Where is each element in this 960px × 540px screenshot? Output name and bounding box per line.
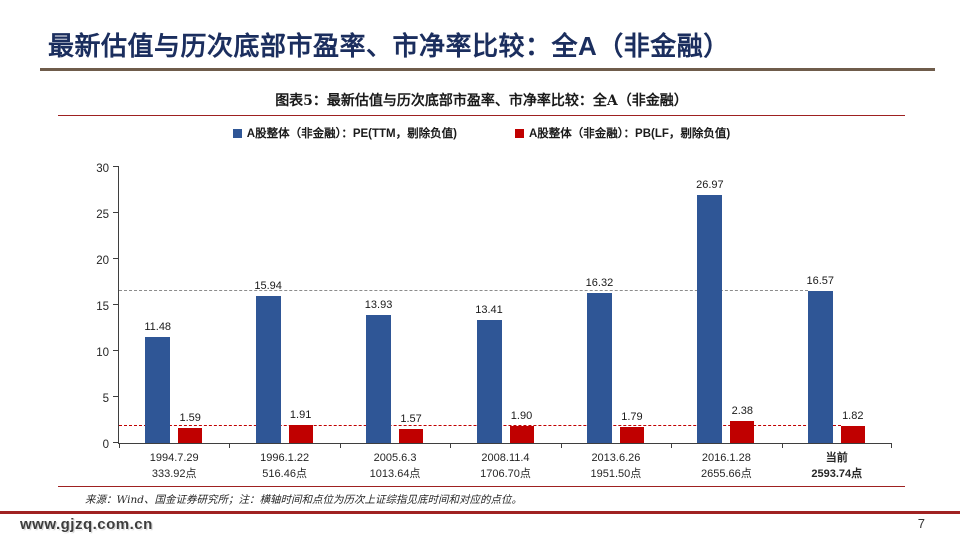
pb-bar	[730, 421, 755, 443]
pb-bar	[399, 428, 424, 443]
figure-title: 图表5：最新估值与历次底部市盈率、市净率比较：全A（非金融）	[275, 93, 688, 109]
pb-bar	[509, 425, 534, 443]
pe-bar	[807, 290, 833, 443]
x-axis-category-date: 2005.6.3	[373, 452, 417, 464]
y-axis-tick	[113, 442, 119, 443]
y-axis-tick	[113, 212, 119, 213]
title-underline	[40, 68, 935, 71]
y-axis-tick-label: 30	[96, 163, 109, 175]
y-axis-tick	[113, 258, 119, 259]
legend-item-pb: A股整体（非金融）：PB(LF，剔除负值)	[514, 125, 731, 141]
pe-bar	[697, 194, 723, 443]
x-axis-tick	[119, 443, 120, 448]
y-axis-tick-label: 0	[102, 439, 109, 451]
pe-legend-label: A股整体（非金融）：PE(TTM，剔除负值)	[246, 128, 457, 140]
x-axis-tick	[671, 443, 673, 448]
chart-legend: A股整体（非金融）：PE(TTM，剔除负值) A股整体（非金融）：PB(LF，剔…	[58, 125, 905, 141]
y-axis-tick-label: 10	[96, 347, 109, 359]
pb-bar	[178, 428, 203, 443]
page-title: 最新估值与历次底部市盈率、市净率比较：全A（非金融）	[48, 31, 730, 61]
x-axis-tick	[229, 443, 231, 448]
x-axis-tick	[781, 443, 783, 448]
x-axis-category-label: 1996.1.22 516.46点	[229, 450, 339, 482]
legend-item-pe: A股整体（非金融）：PE(TTM，剔除负值)	[232, 125, 457, 141]
pe-bar	[366, 314, 392, 443]
x-axis-category-label: 2008.11.4 1706.70点	[450, 450, 560, 482]
x-axis-category-points: 516.46点	[262, 468, 307, 480]
x-axis-category-date: 1996.1.22	[260, 452, 310, 464]
figure-bottom-rule	[58, 486, 905, 487]
x-axis-category-date: 1994.7.29	[149, 452, 199, 464]
pb-value-label: 1.91	[289, 409, 312, 422]
y-axis-tick-label: 25	[96, 209, 109, 221]
x-axis-category-label: 2016.1.28 2655.66点	[671, 450, 781, 482]
pb-value-label: 1.82	[842, 410, 864, 423]
pe-bar	[145, 337, 171, 443]
pe-value-label: 16.32	[585, 276, 614, 289]
x-axis-category-date: 2016.1.28	[701, 452, 751, 464]
pe-bar	[255, 296, 281, 443]
x-axis-category-label: 2013.6.26 1951.50点	[561, 450, 671, 482]
pe-value-label: 13.93	[364, 298, 393, 311]
x-axis-tick	[560, 443, 562, 448]
pe-bar	[476, 319, 502, 443]
x-axis-tick	[339, 443, 341, 448]
figure-top-rule	[58, 115, 905, 116]
pe-value-label: 13.41	[475, 303, 503, 316]
pb-bar	[288, 425, 313, 443]
x-axis-tick	[450, 443, 452, 448]
source-note: 来源：Wind、国金证券研究所；注：横轴时间和点位为历次上证综指见底时间和对应的…	[85, 494, 522, 506]
pb-bar	[840, 426, 865, 443]
y-axis-tick	[113, 350, 119, 351]
pe-value-label: 15.94	[254, 280, 282, 293]
plot-area: 0 5 10 15 20 25 30 11.48 1.59 1994.7.29 333.92点 15.…	[96, 163, 892, 480]
x-axis-tick	[891, 443, 892, 448]
y-axis-tick	[113, 396, 119, 397]
pb-value-label: 1.57	[400, 412, 422, 425]
footer-rule	[0, 511, 960, 514]
pe-value-label: 11.48	[144, 321, 172, 334]
x-axis-category-points: 1951.50点	[590, 468, 642, 480]
reference-line-pe	[119, 289, 808, 291]
pb-legend-label: A股整体（非金融）：PB(LF，剔除负值)	[528, 128, 731, 140]
pe-value-label: 16.57	[806, 274, 835, 287]
pe-bar	[586, 292, 612, 443]
x-axis-category-date: 2008.11.4	[481, 452, 530, 464]
x-axis-category-points: 2655.66点	[700, 468, 752, 480]
pb-value-label: 1.90	[510, 409, 533, 422]
x-axis-category-points: 2593.74点	[811, 468, 863, 480]
y-axis-tick	[113, 304, 119, 305]
x-axis-category-label: 当前 2593.74点	[782, 450, 892, 482]
pb-bar	[619, 426, 644, 443]
pb-value-label: 2.38	[731, 405, 754, 418]
pb-value-label: 1.79	[621, 410, 643, 423]
page-number: 7	[917, 516, 925, 531]
x-axis-category-label: 2005.6.3 1013.64点	[340, 450, 450, 482]
x-axis-category-points: 1013.64点	[369, 468, 421, 480]
pb-legend-swatch-icon	[514, 128, 524, 138]
x-axis-category-points: 1706.70点	[480, 468, 531, 480]
pb-value-label: 1.59	[179, 412, 201, 425]
pe-value-label: 26.97	[696, 178, 724, 191]
y-axis-tick	[113, 166, 119, 167]
y-axis-tick-label: 20	[96, 255, 109, 267]
x-axis-category-points: 333.92点	[151, 468, 197, 480]
y-axis-tick-label: 15	[96, 301, 109, 313]
pe-legend-swatch-icon	[232, 128, 242, 138]
x-axis-category-date: 2013.6.26	[591, 452, 641, 464]
x-axis-category-date: 当前	[825, 452, 848, 464]
watermark-url: www.gjzq.com.cn	[20, 516, 153, 533]
y-axis-tick-label: 5	[102, 393, 109, 405]
x-axis-category-label: 1994.7.29 333.92点	[119, 450, 229, 482]
